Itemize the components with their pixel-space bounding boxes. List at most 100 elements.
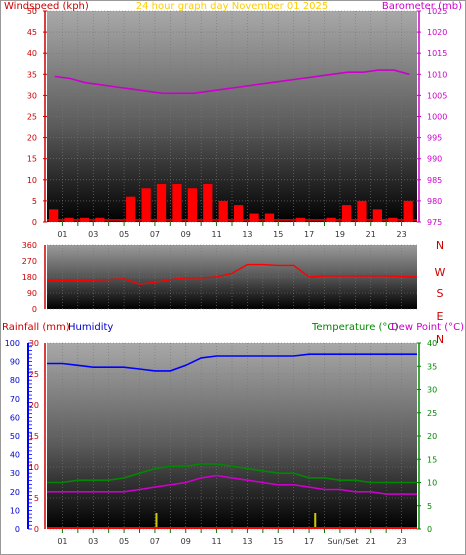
windspeed-tick-label: 40 (27, 49, 37, 58)
barometer-tick-label: 985 (427, 176, 442, 185)
windspeed-tick-label: 0 (32, 218, 37, 227)
windspeed-bar (234, 205, 244, 222)
rainfall-tick-label: 0 (34, 525, 39, 534)
top-x-tick-label: 21 (366, 230, 376, 239)
barometer-tick-label: 1015 (427, 49, 447, 58)
bottom-x-tick-label: 05 (119, 537, 129, 546)
humidity-tick-label: 60 (10, 413, 20, 422)
windspeed-bar (264, 213, 275, 222)
barometer-tick-label: 1025 (427, 7, 447, 16)
rainfall-tick-label: 30 (29, 339, 39, 348)
humidity-tick-label: 100 (5, 339, 20, 348)
top-x-tick-label: 23 (396, 230, 406, 239)
top-x-tick-label: 03 (88, 230, 98, 239)
windspeed-tick-label: 30 (27, 91, 37, 100)
top-x-tick-label: 01 (57, 230, 67, 239)
wind-direction-plot-area (47, 245, 417, 309)
bottom-x-tick-label: Sun/Set (327, 537, 358, 546)
barometer-tick-label: 1010 (427, 70, 447, 79)
temperature-tick-label: 10 (427, 479, 437, 488)
bottom-x-tick-label: 13 (242, 537, 252, 546)
direction-tick-label: 270 (22, 257, 37, 266)
top-x-tick-label: 15 (273, 230, 283, 239)
temperature-tick-label: 25 (427, 409, 437, 418)
humidity-tick-label: 30 (10, 469, 20, 478)
compass-label: N (436, 333, 444, 346)
compass-label: E (437, 310, 444, 323)
windspeed-bar (403, 200, 413, 222)
barometer-tick-label: 1020 (427, 28, 447, 37)
rainfall-tick-label: 10 (29, 463, 39, 472)
windspeed-axis-title: Windspeed (kph) (4, 1, 89, 12)
compass-label: W (435, 266, 446, 279)
top-x-tick-label: 05 (119, 230, 129, 239)
compass-label: N (436, 239, 444, 252)
windspeed-tick-label: 10 (27, 176, 37, 185)
bottom-x-tick-label: 03 (88, 537, 98, 546)
temperature-tick-label: 15 (427, 455, 437, 464)
top-x-tick-label: 13 (242, 230, 252, 239)
humidity-tick-label: 50 (10, 432, 20, 441)
humidity-line (47, 353, 417, 372)
compass-label: S (437, 287, 444, 300)
bottom-x-tick-label: 23 (396, 537, 406, 546)
top-x-tick-label: 11 (211, 230, 221, 239)
dewpoint-axis-title: Dew Point (°C) (391, 322, 464, 333)
wind-direction-line (47, 263, 418, 285)
windspeed-bar (249, 213, 259, 222)
temperature-tick-label: 20 (427, 432, 437, 441)
rainfall-tick-label: 20 (29, 401, 39, 410)
direction-tick-label: 0 (32, 305, 37, 314)
series (47, 69, 418, 529)
temperature-tick-label: 35 (427, 362, 437, 371)
windspeed-bar (372, 209, 382, 222)
humidity-tick-label: 80 (10, 376, 20, 385)
dewpoint-line (47, 474, 417, 495)
barometer-line (54, 69, 410, 95)
windspeed-bar (156, 184, 167, 222)
humidity-tick-label: 0 (15, 525, 20, 534)
top-x-tick-label: 09 (181, 230, 191, 239)
rainfall-tick-label: 15 (29, 432, 39, 441)
windspeed-tick-label: 50 (27, 7, 37, 16)
humidity-tick-label: 90 (10, 358, 20, 367)
barometer-tick-label: 1000 (427, 113, 447, 122)
top-x-tick-label: 19 (335, 230, 345, 239)
top-x-tick-label: 07 (150, 230, 160, 239)
bottom-x-tick-label: 11 (211, 537, 221, 546)
temperature-axis-title: Temperature (°C) (311, 322, 398, 333)
bottom-x-tick-label: 01 (57, 537, 67, 546)
temperature-line (47, 463, 417, 484)
rainfall-tick-label: 25 (29, 370, 39, 379)
axes: 0510152025303540455097598098599099510001… (5, 7, 448, 546)
barometer-tick-label: 980 (427, 197, 442, 206)
barometer-tick-label: 1005 (427, 91, 447, 100)
barometer-tick-label: 975 (427, 218, 442, 227)
rainfall-tick-label: 5 (34, 494, 39, 503)
bottom-x-tick-label: 15 (273, 537, 283, 546)
temperature-tick-label: 0 (427, 525, 432, 534)
windspeed-bar (218, 200, 228, 222)
bottom-x-tick-label: 09 (181, 537, 191, 546)
windspeed-bar (187, 188, 197, 222)
humidity-tick-label: 70 (10, 395, 20, 404)
humidity-tick-label: 20 (10, 488, 20, 497)
rainfall-axis-title: Rainfall (mm) (2, 322, 70, 333)
windspeed-bar (172, 184, 182, 222)
gridlines (47, 10, 417, 530)
windspeed-tick-label: 15 (27, 155, 37, 164)
windspeed-tick-label: 45 (27, 28, 37, 37)
bottom-x-tick-label: 21 (366, 537, 376, 546)
windspeed-tick-label: 25 (27, 113, 37, 122)
windspeed-tick-label: 35 (27, 70, 37, 79)
windspeed-bar (341, 205, 352, 222)
barometer-axis-title: Barometer (mb) (382, 1, 462, 12)
temperature-tick-label: 40 (427, 339, 437, 348)
barometer-tick-label: 995 (427, 134, 442, 143)
temperature-tick-label: 30 (427, 386, 437, 395)
top-x-tick-label: 17 (304, 230, 314, 239)
windspeed-tick-label: 5 (32, 197, 37, 206)
bottom-x-tick-label: 17 (304, 537, 314, 546)
